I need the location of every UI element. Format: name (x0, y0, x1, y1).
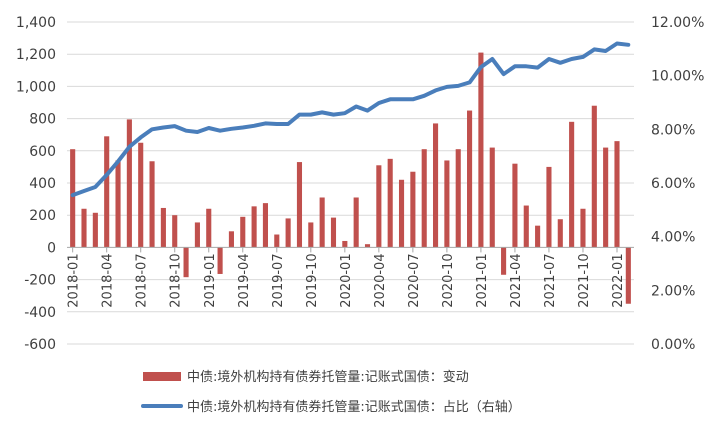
x-tick-label: 2019-01 (203, 253, 218, 307)
right-tick-label: 4.00% (651, 230, 695, 246)
share-line (70, 41, 631, 198)
bar (501, 247, 507, 275)
bar (92, 212, 98, 248)
left-tick-label: -600 (24, 337, 56, 353)
right-tick-label: 8.00% (651, 122, 695, 138)
x-tick-label: 2019-07 (271, 253, 286, 307)
left-tick-label: 800 (29, 112, 56, 128)
bar (603, 147, 609, 248)
legend-bar-label: 中债:境外机构持有债券托管量:记账式国债：变动 (187, 369, 469, 385)
x-tick-label: 2020-07 (407, 253, 422, 307)
bar (228, 231, 234, 248)
x-tick-label: 2020-10 (441, 253, 456, 307)
bar (330, 217, 337, 248)
x-tick-label: 2018-07 (135, 253, 150, 307)
bar (296, 162, 303, 248)
x-tick-label: 2021-07 (543, 253, 558, 307)
left-tick-label: 1,400 (16, 15, 56, 31)
bar (478, 52, 484, 248)
bar (262, 203, 269, 248)
x-tick-label: 2021-01 (475, 253, 490, 307)
bar (160, 207, 166, 248)
bar (172, 215, 178, 248)
bar (467, 110, 473, 248)
bar (149, 161, 155, 248)
bar (591, 105, 597, 248)
bar (81, 208, 87, 248)
legend-bar-swatch (143, 372, 181, 381)
bar (398, 179, 405, 248)
bar (308, 222, 314, 248)
left-tick-label: 1,000 (16, 79, 56, 95)
bar (240, 216, 246, 248)
bar (138, 142, 144, 248)
bar-series (70, 52, 631, 304)
right-tick-label: 2.00% (651, 283, 695, 299)
bar (251, 206, 257, 248)
bar (319, 197, 325, 248)
bar (217, 247, 223, 274)
left-tick-label: 0 (47, 240, 56, 256)
left-tick-label: 1,200 (16, 47, 56, 63)
bar (625, 247, 631, 304)
x-tick-label: 2018-01 (67, 253, 82, 307)
right-axis-ticks: 0.00% 2.00% 4.00% 6.00% 8.00% 10.00% 12.00% (651, 15, 704, 353)
bar (421, 149, 427, 248)
bar (353, 197, 359, 248)
bar (376, 165, 382, 248)
bar (342, 240, 348, 248)
x-tick-label: 2022-01 (611, 253, 626, 307)
bar (455, 149, 461, 248)
bar (557, 219, 563, 248)
line-series (70, 41, 631, 198)
x-tick-label: 2018-04 (101, 253, 116, 307)
left-tick-label: -400 (24, 305, 56, 321)
x-tick-label: 2018-10 (169, 253, 184, 307)
bar (432, 123, 439, 248)
x-tick-label: 2019-04 (237, 253, 252, 307)
x-tick-label: 2021-10 (577, 253, 592, 307)
legend: 中债:境外机构持有债券托管量:记账式国债：变动 中债:境外机构持有债券托管量:记… (141, 369, 521, 415)
right-tick-label: 0.00% (651, 337, 695, 353)
bar (194, 222, 200, 248)
bar (387, 158, 393, 248)
left-tick-label: 600 (29, 144, 56, 160)
bar (535, 225, 541, 248)
bar (104, 136, 110, 248)
bar (206, 208, 212, 248)
right-tick-label: 12.00% (651, 15, 704, 31)
right-tick-label: 6.00% (651, 176, 695, 192)
x-tick-label: 2021-04 (509, 253, 524, 307)
bar (489, 147, 495, 248)
bar (285, 218, 291, 248)
x-tick-label: 2019-10 (305, 253, 320, 307)
bar (512, 163, 518, 248)
bar (183, 247, 189, 278)
bar (546, 166, 552, 248)
bar (410, 171, 416, 248)
bar (569, 121, 575, 248)
bar (70, 149, 76, 248)
left-axis-ticks: -600 -400 -200 0 200 400 600 800 1,000 1,200 1,400 (16, 15, 56, 353)
bar (580, 208, 586, 248)
bar (444, 160, 450, 248)
bar (115, 160, 121, 248)
x-tick-label: 2020-04 (373, 253, 388, 307)
left-tick-label: 200 (29, 208, 56, 224)
bar (364, 244, 371, 248)
left-tick-label: -200 (24, 273, 56, 289)
bar (614, 141, 620, 248)
x-tick-label: 2020-01 (339, 253, 354, 307)
bar (126, 119, 132, 248)
bar (523, 205, 529, 248)
legend-line-label: 中债:境外机构持有债券托管量:记账式国债：占比（右轴） (187, 399, 521, 415)
right-tick-label: 10.00% (651, 69, 704, 85)
x-axis-ticks: 2018-01 2018-04 2018-07 2018-10 2019-01 2019-… (67, 247, 626, 308)
left-tick-label: 400 (29, 176, 56, 192)
bar (274, 234, 280, 248)
